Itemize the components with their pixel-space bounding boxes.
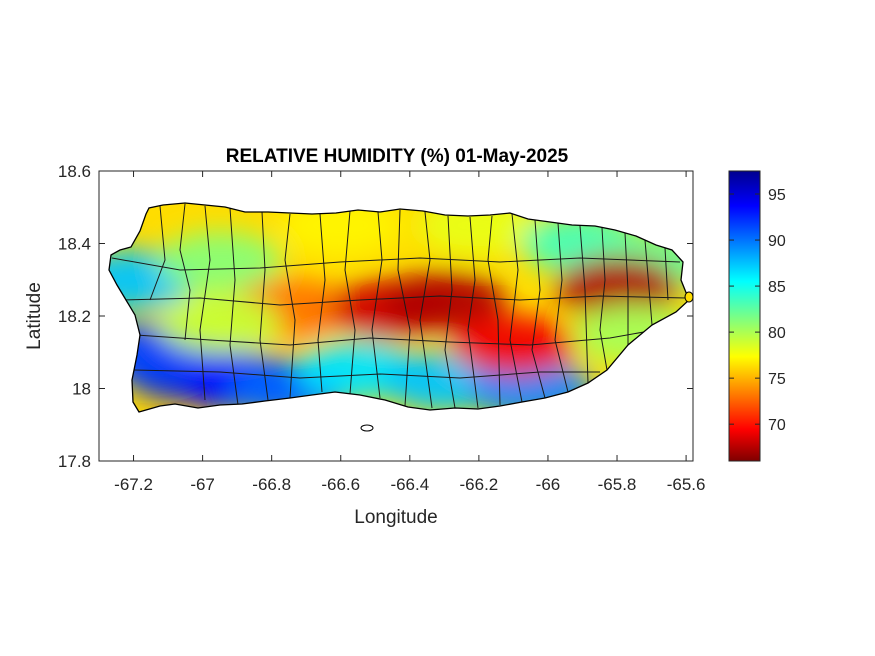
municipal-boundary (259, 211, 269, 401)
municipal-boundary (554, 222, 569, 393)
municipal-boundary (664, 247, 669, 301)
colorbar-gradient (728, 170, 761, 462)
municipal-boundary (397, 209, 411, 407)
municipal-boundary (229, 207, 239, 406)
y-axis-label: Latitude (24, 282, 45, 350)
municipal-boundary (371, 211, 383, 399)
municipal-boundary (579, 225, 589, 384)
colorbar-tick-label: 95 (768, 187, 786, 204)
colorbar-ticks: 70 75 80 85 90 95 (729, 187, 786, 434)
colorbar-tick-label: 80 (768, 325, 786, 342)
x-tick-label: -66 (536, 475, 561, 494)
municipal-boundary (444, 215, 456, 409)
municipal-boundary (531, 219, 546, 399)
x-tick-label: -65.6 (667, 475, 706, 494)
y-axis-ticks: 17.8 18 18.2 18.4 18.6 (58, 162, 693, 471)
x-axis-label: Longitude (354, 507, 437, 528)
colorbar-tick-label: 90 (768, 233, 786, 250)
municipal-boundary (344, 210, 356, 395)
x-axis-ticks: -67.2 -67 -66.8 -66.6 -66.4 -66.2 -66 -65.8 -65.… (114, 171, 705, 494)
x-tick-label: -66.8 (252, 475, 291, 494)
x-tick-label: -67.2 (114, 475, 153, 494)
municipal-boundary (111, 257, 681, 271)
humidity-zone (451, 315, 576, 375)
colorbar-tick-label: 75 (768, 371, 786, 388)
y-tick-label: 18.2 (58, 307, 91, 326)
x-tick-label: -65.8 (598, 475, 637, 494)
colorbar: 70 75 80 85 90 95 (728, 170, 786, 462)
municipal-boundary (284, 213, 296, 399)
municipal-boundary (199, 205, 211, 401)
chart-title: RELATIVE HUMIDITY (%) 01-May-2025 (226, 146, 569, 167)
colorbar-tick-label: 70 (768, 417, 786, 434)
islet (360, 424, 374, 432)
colorbar-tick-label: 85 (768, 279, 786, 296)
municipal-boundary (644, 239, 653, 326)
municipal-boundary (487, 215, 501, 406)
x-tick-label: -66.2 (460, 475, 499, 494)
municipal-boundary (624, 232, 629, 345)
municipal-boundary (133, 369, 600, 379)
x-tick-label: -67 (190, 475, 215, 494)
y-tick-label: 18 (72, 380, 91, 399)
municipal-boundary (509, 213, 523, 403)
municipal-boundary (317, 213, 326, 393)
x-tick-label: -66.6 (321, 475, 360, 494)
y-tick-label: 18.6 (58, 162, 91, 181)
humidity-zone (157, 293, 282, 354)
municipal-boundary (467, 216, 479, 409)
humidity-zone (382, 271, 507, 332)
x-tick-label: -66.4 (390, 475, 429, 494)
municipal-boundary (419, 211, 433, 409)
islet (684, 291, 694, 303)
municipal-boundary (149, 205, 166, 301)
y-tick-label: 18.4 (58, 235, 91, 254)
municipal-boundary (119, 295, 687, 306)
humidity-zone (157, 231, 282, 292)
municipal-boundary (599, 227, 608, 371)
island-outline (108, 202, 690, 413)
municipal-boundary (135, 329, 656, 346)
y-tick-label: 17.8 (58, 452, 91, 471)
